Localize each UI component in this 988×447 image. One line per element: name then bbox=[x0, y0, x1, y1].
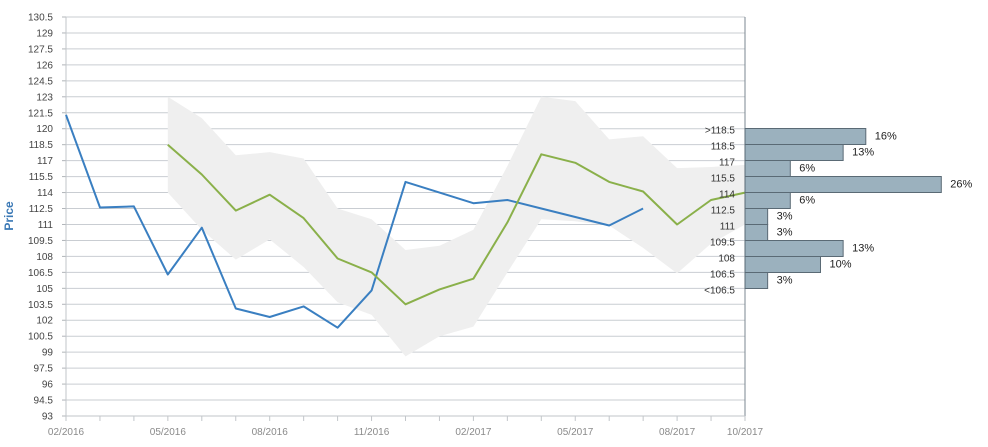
distribution-bar-pct: 26% bbox=[950, 179, 972, 191]
distribution-bar bbox=[744, 192, 791, 209]
y-tick-label: 105 bbox=[36, 284, 53, 295]
series-line-2 bbox=[167, 143, 746, 306]
series-line-1 bbox=[65, 114, 644, 329]
distribution-bars: >118.5 16% 118.5 13% 117 6% 115.5 26% 114 6% 112.5… bbox=[704, 126, 972, 297]
axes: 93 94.5 96 97.5 99 100.5 102 103.5 105 106.5 108 10… bbox=[28, 13, 764, 439]
distribution-bin-label: >118.5 bbox=[705, 126, 736, 137]
distribution-bar bbox=[744, 240, 844, 257]
distribution-bar-pct: 13% bbox=[852, 147, 874, 159]
y-tick-label: 96 bbox=[42, 380, 54, 391]
distribution-bar-pct: 16% bbox=[875, 131, 897, 143]
y-tick-label: 93 bbox=[42, 412, 54, 423]
y-tick-label: 100.5 bbox=[28, 332, 53, 343]
distribution-bin-label: 117 bbox=[719, 158, 735, 169]
distribution-bar bbox=[744, 176, 942, 193]
x-tick-label: 05/2016 bbox=[150, 427, 187, 438]
x-tick-label: 02/2017 bbox=[455, 427, 492, 438]
distribution-bin-label: 118.5 bbox=[711, 142, 736, 153]
y-tick-label: 130.5 bbox=[28, 13, 53, 24]
y-tick-label: 99 bbox=[42, 348, 54, 359]
distribution-bin-label: 114 bbox=[719, 190, 735, 201]
distribution-bar-pct: 3% bbox=[777, 211, 793, 223]
y-tick-label: 117 bbox=[37, 156, 53, 167]
series-lines bbox=[65, 114, 746, 329]
y-tick-label: 109.5 bbox=[28, 236, 53, 247]
distribution-bar-pct: 10% bbox=[830, 259, 852, 271]
y-tick-label: 112.5 bbox=[29, 204, 54, 215]
distribution-bar-pct: 6% bbox=[799, 195, 815, 207]
y-tick-label: 123 bbox=[36, 92, 53, 103]
distribution-bin-label: 111 bbox=[720, 222, 736, 233]
x-tick-label: 05/2017 bbox=[557, 427, 594, 438]
distribution-bar bbox=[744, 272, 769, 289]
y-tick-label: 115.5 bbox=[29, 172, 54, 183]
distribution-bar bbox=[744, 128, 867, 145]
distribution-bar-pct: 6% bbox=[799, 163, 815, 175]
x-tick-label: 11/2016 bbox=[354, 427, 390, 438]
distribution-bar bbox=[744, 224, 769, 241]
y-tick-label: 118.5 bbox=[29, 140, 54, 151]
y-tick-label: 114 bbox=[37, 188, 53, 199]
y-tick-label: 129 bbox=[36, 28, 53, 39]
distribution-bar-pct: 3% bbox=[777, 275, 793, 287]
x-tick-label: 08/2016 bbox=[252, 427, 289, 438]
x-tick-label: 02/2016 bbox=[48, 427, 85, 438]
distribution-bar-pct: 3% bbox=[777, 227, 793, 239]
y-tick-label: 120 bbox=[36, 124, 53, 135]
distribution-bar bbox=[744, 144, 844, 161]
y-tick-label: 108 bbox=[36, 252, 53, 263]
distribution-bin-label: 112.5 bbox=[711, 206, 736, 217]
distribution-bin-label: 108 bbox=[718, 254, 735, 265]
y-tick-label: 111 bbox=[38, 220, 54, 231]
y-tick-label: 102 bbox=[36, 316, 53, 327]
y-tick-label: 94.5 bbox=[34, 396, 54, 407]
y-tick-label: 124.5 bbox=[28, 76, 53, 87]
distribution-bin-label: 106.5 bbox=[710, 270, 735, 281]
distribution-bar bbox=[744, 160, 791, 177]
y-tick-label: 97.5 bbox=[34, 364, 54, 375]
distribution-bin-label: 109.5 bbox=[710, 238, 735, 249]
distribution-bar bbox=[744, 256, 821, 273]
band-area bbox=[167, 96, 746, 357]
distribution-bin-label: 115.5 bbox=[711, 174, 736, 185]
distribution-bin-label: <106.5 bbox=[704, 286, 735, 297]
y-axis-label: Price bbox=[2, 201, 16, 231]
y-tick-label: 126 bbox=[36, 60, 53, 71]
distribution-bar-pct: 13% bbox=[852, 243, 874, 255]
distribution-bar bbox=[744, 208, 769, 225]
y-tick-label: 127.5 bbox=[28, 44, 53, 55]
y-tick-label: 103.5 bbox=[28, 300, 53, 311]
y-tick-label: 121.5 bbox=[28, 108, 53, 119]
y-tick-label: 106.5 bbox=[28, 268, 53, 279]
x-tick-label: 08/2017 bbox=[659, 427, 696, 438]
x-tick-label: 10/2017 bbox=[727, 427, 764, 438]
forecast-band bbox=[167, 96, 746, 357]
